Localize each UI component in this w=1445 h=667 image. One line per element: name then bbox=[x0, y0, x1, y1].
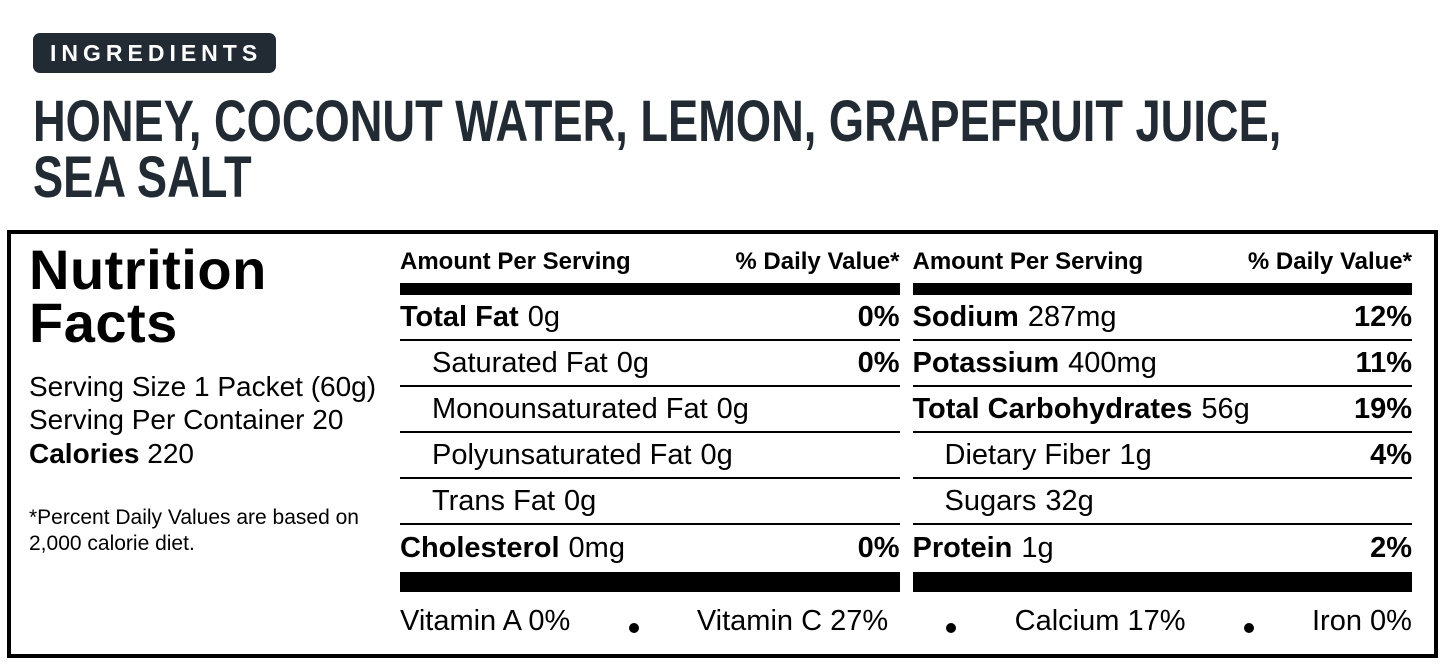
ingredients-line-1: HONEY, COCONUT WATER, LEMON, GRAPEFRUIT … bbox=[33, 89, 1282, 154]
servings-per-container: Serving Per Container 20 bbox=[29, 404, 344, 436]
nutrient-amount: 32g bbox=[1045, 484, 1094, 517]
nutrient-name: Total Carbohydrates bbox=[912, 392, 1193, 425]
calories-value: 220 bbox=[147, 438, 194, 470]
nutrition-facts-title-line-2: Facts bbox=[29, 290, 178, 354]
nutrient-name: Cholesterol bbox=[400, 531, 560, 564]
bullet-dot bbox=[946, 623, 957, 634]
nutrient-row-saturated-fat: Saturated Fat 0g 0% bbox=[400, 341, 900, 388]
nutrient-name: Sugars bbox=[944, 484, 1037, 517]
nutrient-name: Monounsaturated Fat bbox=[432, 392, 708, 425]
nutrient-name: Dietary Fiber bbox=[944, 438, 1111, 471]
column-header: Amount Per Serving % Daily Value* bbox=[913, 248, 1413, 283]
nutrient-row-cholesterol: Cholesterol 0mg 0% bbox=[400, 525, 900, 571]
nutrient-amount: 0g bbox=[564, 484, 597, 517]
iron-value: Iron 0% bbox=[1311, 604, 1412, 637]
nutrient-name: Sodium bbox=[912, 300, 1019, 333]
amount-per-serving-header: Amount Per Serving bbox=[400, 248, 631, 276]
daily-value-header: % Daily Value* bbox=[1247, 248, 1412, 276]
separator-bar bbox=[912, 283, 1412, 296]
nutrient-daily-value: 11% bbox=[1355, 346, 1412, 379]
nutrient-amount: 56g bbox=[1201, 392, 1250, 425]
nutrient-row-monounsaturated-fat: Monounsaturated Fat 0g bbox=[400, 387, 900, 434]
bullet-dot bbox=[1243, 623, 1254, 634]
serving-size: Serving Size 1 Packet (60g) bbox=[29, 370, 377, 402]
nutrient-amount: 0g bbox=[616, 346, 649, 379]
nutrient-daily-value: 0% bbox=[857, 300, 900, 333]
nutrition-facts-summary: Nutrition Facts Serving Size 1 Packet (6… bbox=[11, 234, 393, 654]
nutrient-amount: 1g bbox=[1021, 531, 1054, 564]
nutrient-name: Trans Fat bbox=[432, 484, 556, 517]
nutrient-name: Polyunsaturated Fat bbox=[432, 438, 692, 471]
calories-line: Calories 220 bbox=[29, 437, 393, 471]
ingredients-headline: HONEY, COCONUT WATER, LEMON, GRAPEFRUIT … bbox=[33, 89, 1282, 210]
nutrient-row-sodium: Sodium 287mg 12% bbox=[912, 295, 1412, 342]
nutrient-daily-value: 4% bbox=[1370, 438, 1412, 471]
calcium-value: Calcium 17% bbox=[1014, 604, 1186, 637]
nutrient-amount: 287mg bbox=[1027, 300, 1117, 333]
vitamin-c-value: Vitamin C 27% bbox=[696, 604, 889, 637]
column-header: Amount Per Serving % Daily Value* bbox=[400, 248, 900, 283]
separator-bar bbox=[400, 572, 900, 593]
nutrient-name: Potassium bbox=[912, 346, 1060, 379]
nutrient-row-potassium: Potassium 400mg 11% bbox=[912, 341, 1412, 388]
nutrition-facts-title-line-1: Nutrition bbox=[29, 238, 267, 302]
ingredients-line-2: SEA SALT bbox=[33, 144, 252, 210]
nutrition-facts-title: Nutrition Facts bbox=[29, 238, 393, 354]
nutrient-daily-value: 12% bbox=[1353, 300, 1412, 333]
nutrient-row-sugars: Sugars 32g bbox=[912, 479, 1412, 526]
nutrient-row-protein: Protein 1g 2% bbox=[913, 525, 1413, 571]
nutrient-daily-value: 2% bbox=[1370, 531, 1412, 564]
nutrient-row-trans-fat: Trans Fat 0g bbox=[400, 479, 900, 526]
footnote-line-1: *Percent Daily Values are based on bbox=[29, 506, 359, 530]
nutrient-amount: 0g bbox=[716, 392, 749, 425]
daily-value-footnote: *Percent Daily Values are based on 2,000… bbox=[29, 505, 393, 557]
nutrient-amount: 400mg bbox=[1068, 346, 1157, 379]
nutrient-row-total-fat: Total Fat 0g 0% bbox=[400, 295, 900, 342]
separator-bar bbox=[400, 283, 900, 296]
nutrient-row-polyunsaturated-fat: Polyunsaturated Fat 0g bbox=[400, 433, 900, 480]
nutrient-daily-value: 0% bbox=[857, 346, 900, 379]
nutrition-facts-panel: Nutrition Facts Serving Size 1 Packet (6… bbox=[7, 230, 1438, 659]
separator-bar bbox=[912, 572, 1412, 593]
nutrient-column-fats: Amount Per Serving % Daily Value* Total … bbox=[400, 248, 900, 593]
nutrient-daily-value: 0% bbox=[857, 531, 900, 564]
nutrient-tables: Amount Per Serving % Daily Value* Total … bbox=[393, 234, 1434, 654]
nutrient-name: Protein bbox=[912, 531, 1013, 564]
micronutrients-row: Vitamin A 0% Vitamin C 27% Calcium 17% I… bbox=[400, 592, 1412, 646]
nutrient-daily-value: 19% bbox=[1353, 392, 1412, 425]
nutrient-amount: 0g bbox=[527, 300, 560, 333]
serving-info: Serving Size 1 Packet (60g) Serving Per … bbox=[29, 370, 393, 472]
nutrient-amount: 0g bbox=[700, 438, 733, 471]
vitamin-a-value: Vitamin A 0% bbox=[400, 604, 571, 637]
amount-per-serving-header: Amount Per Serving bbox=[912, 248, 1144, 276]
nutrient-name: Saturated Fat bbox=[432, 346, 608, 379]
nutrient-name: Total Fat bbox=[400, 300, 519, 333]
nutrient-row-total-carbohydrates: Total Carbohydrates 56g 19% bbox=[912, 387, 1412, 434]
daily-value-header: % Daily Value* bbox=[735, 248, 900, 276]
nutrient-row-dietary-fiber: Dietary Fiber 1g 4% bbox=[912, 433, 1412, 480]
calories-label: Calories bbox=[29, 438, 140, 470]
ingredients-badge: INGREDIENTS bbox=[33, 33, 277, 73]
footnote-line-2: 2,000 calorie diet. bbox=[29, 532, 195, 556]
nutrient-column-minerals-carbs: Amount Per Serving % Daily Value* Sodium… bbox=[912, 248, 1413, 593]
bullet-dot bbox=[628, 623, 639, 634]
nutrient-amount: 0mg bbox=[568, 531, 625, 564]
nutrient-amount: 1g bbox=[1119, 438, 1152, 471]
